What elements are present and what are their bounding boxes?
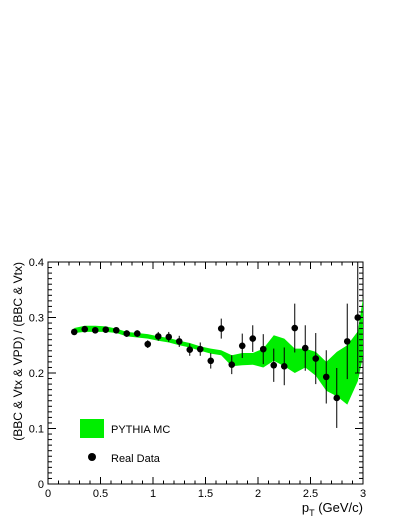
data-point-25 — [333, 394, 341, 402]
data-point-7 — [144, 340, 152, 348]
x-axis-label-unit: (GeV/c) — [315, 500, 363, 515]
y-tick-label: 0.4 — [29, 257, 44, 269]
x-axis-label-subscript: T — [309, 508, 315, 518]
x-axis-label-main: p — [302, 500, 309, 515]
data-point-13 — [207, 357, 215, 365]
data-point-23 — [312, 355, 320, 362]
data-point-9 — [165, 333, 173, 341]
data-point-6 — [133, 330, 141, 337]
y-tick-label: 0.2 — [29, 368, 44, 380]
data-point-15 — [228, 361, 236, 368]
data-point-2 — [91, 326, 99, 334]
data-point-18 — [259, 345, 267, 353]
data-point-8 — [154, 333, 162, 340]
data-point-0 — [70, 328, 78, 336]
x-tick-label: 0.5 — [93, 488, 108, 500]
data-point-11 — [186, 346, 194, 353]
data-point-17 — [249, 335, 257, 342]
pythia-mc-band-layer — [74, 298, 364, 405]
data-point-10 — [175, 338, 183, 345]
data-point-21 — [291, 324, 299, 332]
x-tick-label: 2 — [255, 488, 261, 500]
y-tick-label: 0.3 — [29, 313, 44, 325]
data-point-14 — [217, 325, 225, 332]
data-point-20 — [280, 363, 288, 370]
data-point-24 — [322, 373, 330, 381]
data-point-26 — [343, 338, 351, 345]
data-point-3 — [102, 326, 110, 334]
x-tick-label: 1 — [150, 488, 156, 500]
x-tick-label: 3 — [360, 488, 366, 500]
y-axis-ticks: 0 0.1 0.2 0.3 0.4 — [29, 257, 363, 491]
y-tick-label: 0.1 — [29, 424, 44, 436]
x-tick-label: 1.5 — [198, 488, 213, 500]
real-data-points-layer — [70, 262, 362, 428]
data-point-19 — [270, 361, 278, 369]
legend-swatch-pythia-mc — [80, 419, 104, 438]
legend-marker-real-data — [88, 453, 96, 461]
y-tick-label: 0 — [38, 479, 44, 491]
data-point-5 — [123, 330, 131, 337]
data-point-4 — [112, 326, 120, 334]
legend: PYTHIA MC Real Data — [80, 419, 170, 465]
x-tick-label: 0 — [45, 488, 51, 500]
x-axis-ticks: 0 0.5 1 1.5 2 2.5 3 — [45, 262, 366, 500]
data-point-16 — [238, 342, 246, 350]
x-tick-label: 2.5 — [303, 488, 318, 500]
legend-label-pythia-mc: PYTHIA MC — [111, 424, 170, 436]
pythia-mc-band — [74, 298, 364, 405]
data-point-1 — [81, 325, 89, 333]
y-axis-label: (BBC & Vtx & VPD) / (BBC & Vtx) — [11, 262, 25, 441]
data-point-12 — [196, 345, 204, 353]
data-point-22 — [301, 344, 309, 352]
x-axis-label: pT (GeV/c) — [302, 500, 363, 518]
legend-label-real-data: Real Data — [111, 453, 161, 465]
